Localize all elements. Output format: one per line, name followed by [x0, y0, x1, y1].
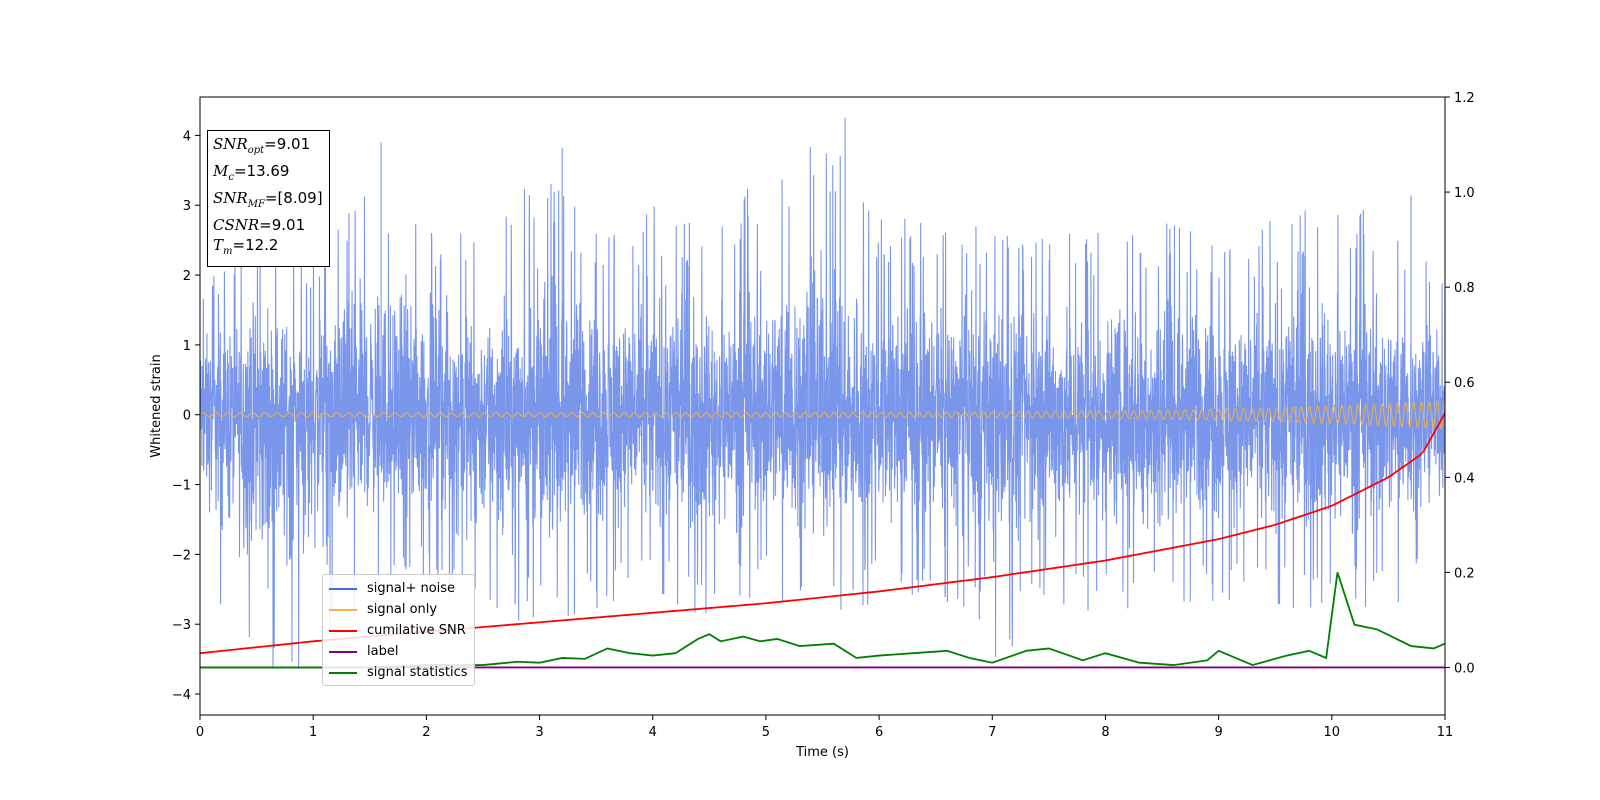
legend-label: signal only: [367, 602, 438, 617]
mc-value: =13.69: [233, 162, 290, 180]
y-tick-label: −2: [172, 548, 191, 563]
x-axis-label: Time (s): [795, 745, 849, 760]
x-tick-label: 0: [196, 725, 204, 740]
legend-swatch: [329, 650, 357, 653]
y2-tick-label: 0.0: [1454, 661, 1475, 676]
y-tick-label: −4: [172, 688, 191, 703]
mc-line: Mc=13.69: [213, 161, 323, 188]
x-tick-label: 6: [875, 725, 883, 740]
legend-item: signal only: [329, 599, 468, 620]
mc-symbol: M: [213, 162, 229, 180]
x-tick-label: 11: [1437, 725, 1454, 740]
y-axis-left: −4 −3 −2 −1 0 1 2 3 4: [172, 129, 200, 703]
legend-label: signal statistics: [367, 665, 468, 680]
tm-line: Tm=12.2: [213, 235, 323, 262]
tm-value: =12.2: [232, 236, 279, 254]
legend-label: signal+ noise: [367, 581, 456, 596]
y2-tick-label: 0.6: [1454, 376, 1475, 391]
y-tick-label: 0: [183, 409, 191, 424]
tm-subscript: m: [223, 246, 233, 257]
x-tick-label: 5: [762, 725, 770, 740]
x-tick-label: 9: [1214, 725, 1222, 740]
series-signal-plus-noise: [200, 117, 1445, 669]
x-tick-label: 8: [1101, 725, 1109, 740]
y2-tick-label: 1.0: [1454, 186, 1475, 201]
x-tick-label: 3: [535, 725, 543, 740]
snr-mf-line: SNRMF=[8.09]: [213, 188, 323, 215]
legend-swatch: [329, 608, 357, 611]
snr-mf-subscript: MF: [247, 199, 265, 210]
y-tick-label: 1: [183, 339, 191, 354]
x-tick-label: 4: [649, 725, 657, 740]
snr-mf-value: =[8.09]: [264, 189, 323, 207]
legend-item: cumilative SNR: [329, 620, 468, 641]
snr-mf-symbol: SNR: [213, 189, 248, 207]
y2-tick-label: 1.2: [1454, 91, 1475, 106]
y-axis-label: Whitened strain: [149, 354, 164, 457]
legend-item: signal+ noise: [329, 578, 468, 599]
snr-opt-symbol: SNR: [213, 135, 248, 153]
plot-layer: [200, 117, 1445, 669]
x-tick-label: 10: [1324, 725, 1341, 740]
snr-opt-line: SNRopt=9.01: [213, 134, 323, 161]
x-tick-label: 7: [988, 725, 996, 740]
legend-item: label: [329, 641, 468, 662]
legend-swatch: [329, 587, 357, 590]
csnr-symbol: CSNR: [213, 216, 260, 234]
legend-label: cumilative SNR: [367, 623, 466, 638]
y-tick-label: 3: [183, 199, 191, 214]
x-tick-label: 2: [422, 725, 430, 740]
x-tick-label: 1: [309, 725, 317, 740]
y2-tick-label: 0.2: [1454, 566, 1475, 581]
series-signal-statistics: [200, 572, 1445, 669]
tm-symbol: T: [213, 236, 224, 254]
legend-item: signal statistics: [329, 662, 468, 683]
snr-opt-value: =9.01: [264, 135, 311, 153]
y-tick-label: 2: [183, 269, 191, 284]
legend-label: label: [367, 644, 399, 659]
y2-tick-label: 0.8: [1454, 281, 1475, 296]
y-tick-label: −3: [172, 618, 191, 633]
plot-frame: [199, 96, 1446, 716]
snr-opt-subscript: opt: [247, 145, 265, 156]
mc-subscript: c: [228, 172, 234, 183]
legend: signal+ noise signal only cumilative SNR la…: [322, 574, 475, 686]
y-tick-label: −1: [172, 479, 191, 494]
series-signal-only: [200, 400, 1445, 430]
csnr-value: =9.01: [259, 216, 306, 234]
csnr-line: CSNR=9.01: [213, 215, 323, 235]
y2-tick-label: 0.4: [1454, 471, 1475, 486]
info-box: SNRopt=9.01 Mc=13.69 SNRMF=[8.09] CSNR=9…: [207, 130, 330, 267]
legend-swatch: [329, 671, 357, 674]
y-tick-label: 4: [183, 129, 191, 144]
x-axis: 0 1 2 3 4 5 6 7 8 9 10 11: [196, 715, 1453, 740]
y-axis-right: 0.0 0.2 0.4 0.6 0.8 1.0 1.2: [1445, 91, 1475, 676]
legend-swatch: [329, 629, 357, 632]
